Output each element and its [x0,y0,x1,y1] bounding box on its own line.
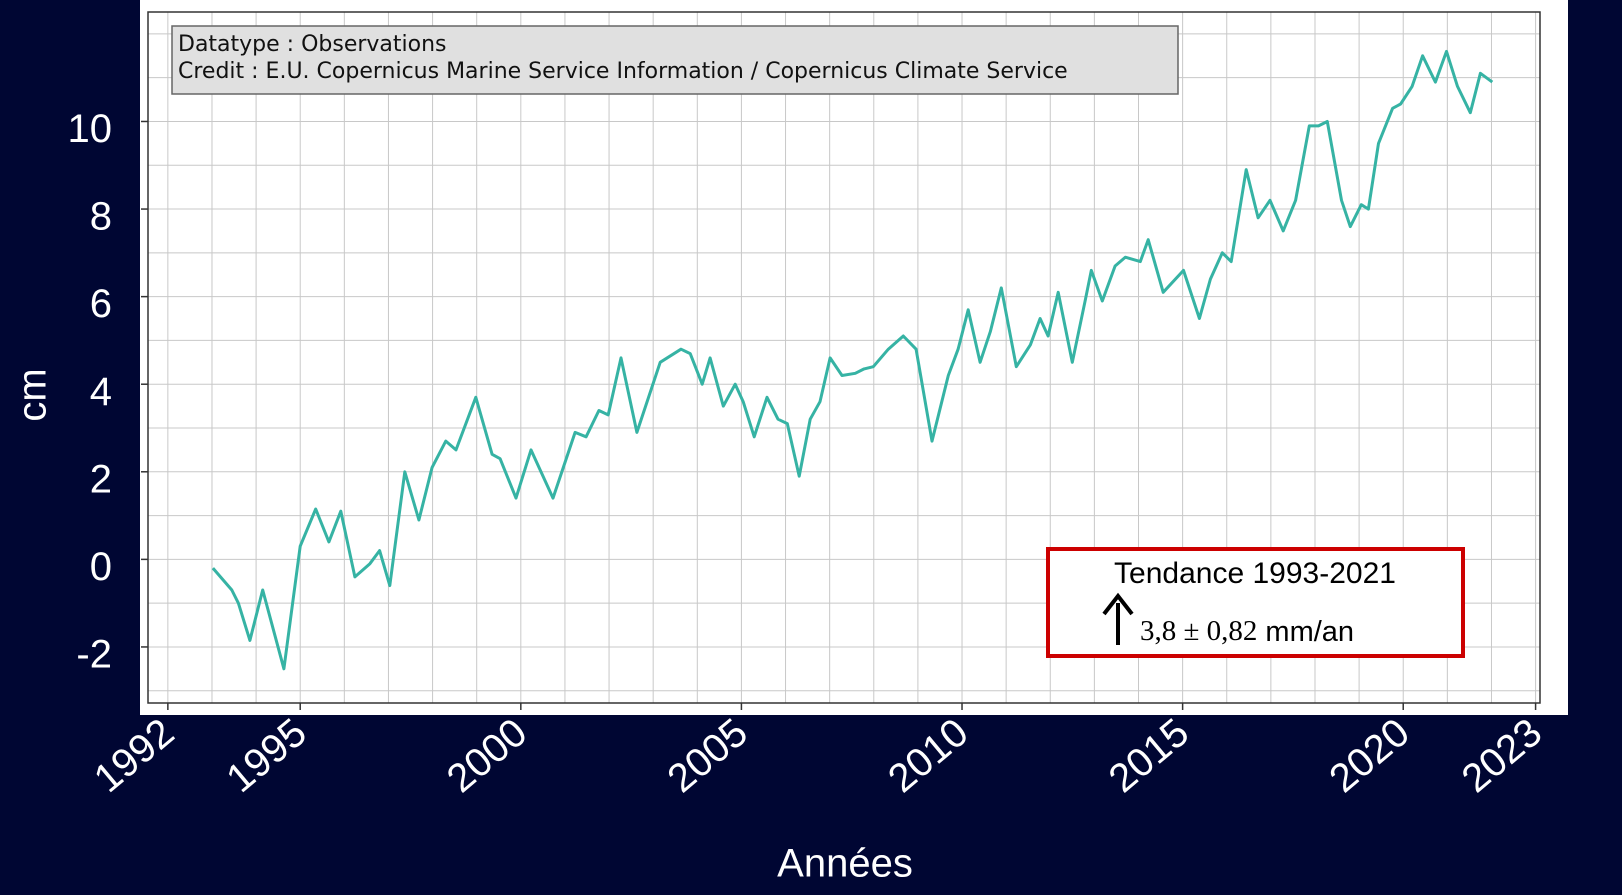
legend: Datatype : Observations Credit : E.U. Co… [171,25,1179,95]
trend-value: 3,8 ± 0,82 [1140,615,1257,647]
annotation-value: 3,8 ± 0,82 mm/an [1140,615,1354,648]
y-tick-label: 6 [90,282,112,326]
x-tick-label: 2015 [1101,710,1197,801]
trend-unit: mm/an [1265,616,1354,648]
y-tick-label: 10 [68,107,113,151]
data-line [211,49,1494,671]
y-tick-label: 0 [90,545,112,589]
y-tick-label: 2 [90,457,112,501]
x-tick-label: 2020 [1321,710,1417,801]
x-axis-label: Années [777,842,913,886]
x-tick-label: 2000 [439,710,535,801]
x-tick-label: 2010 [880,710,976,801]
annotation-title: Tendance 1993-2021 [1114,557,1396,590]
y-tick-label: 8 [90,195,112,239]
y-axis-label: cm [11,368,55,421]
y-tick-label: 4 [90,370,112,414]
marks [211,49,1494,671]
x-tick-label: 1995 [218,710,314,801]
x-tick-label: 2023 [1454,710,1550,801]
legend-line: Datatype : Observations [178,32,447,57]
legend-line: Credit : E.U. Copernicus Marine Service … [178,59,1068,84]
y-tick-label: -2 [76,633,112,677]
annotation: Tendance 1993-2021 3,8 ± 0,82 mm/an [1046,547,1465,658]
x-tick-label: 2005 [660,710,756,801]
x-tick-label: 1992 [86,710,182,801]
plot-frame [147,11,1541,704]
legend-box [171,25,1179,95]
trend-arrow-head [1102,592,1134,616]
